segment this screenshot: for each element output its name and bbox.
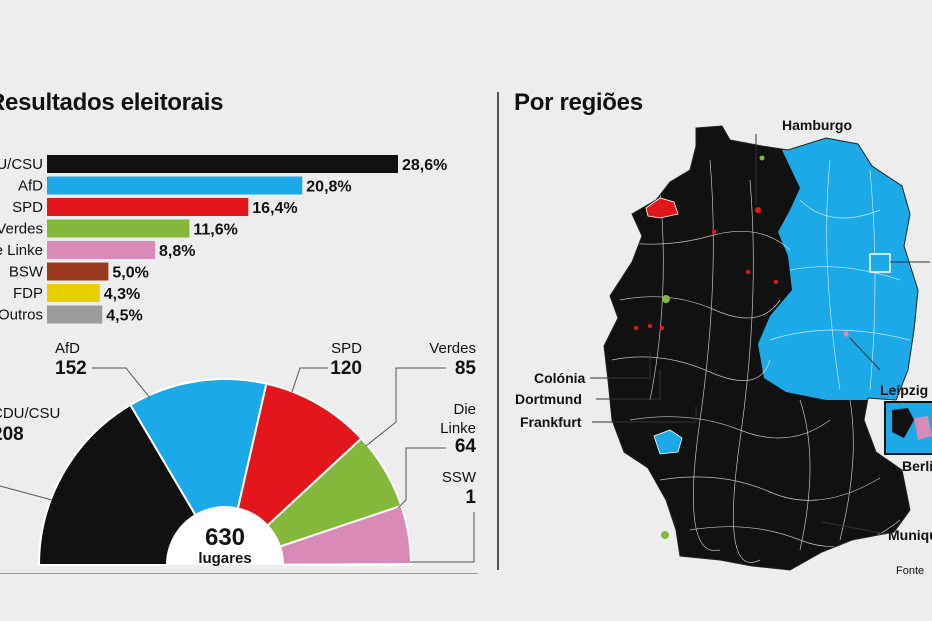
seat-party-label: SSW bbox=[442, 469, 477, 486]
bottom-rule bbox=[0, 573, 478, 574]
bar-category-label: Die Linke bbox=[0, 242, 43, 259]
total-seats-label: lugares bbox=[198, 550, 251, 567]
map-region-verdes-nrw bbox=[662, 295, 670, 303]
bar-category-label: CDU/CSU bbox=[0, 156, 43, 173]
map-region-verdes-south bbox=[661, 531, 669, 539]
bar-value-label: 8,8% bbox=[159, 243, 195, 260]
city-label-hamburg: Hamburgo bbox=[782, 117, 852, 133]
bar-category-label: BSW bbox=[9, 264, 44, 281]
bar-value-label: 28,6% bbox=[402, 157, 447, 174]
seat-count-label: 208 bbox=[0, 424, 24, 445]
city-label-berlim: Berlim bbox=[902, 458, 932, 474]
vote-share-bar-chart: CDU/CSU 28,6% AfD 20,8% SPD 16,4% Verdes 11,6% D… bbox=[0, 155, 447, 325]
map-region-afd-west bbox=[653, 429, 683, 455]
bar bbox=[47, 155, 398, 173]
berlin-inset-cdu bbox=[892, 408, 914, 438]
bar-category-label: FDP bbox=[13, 285, 43, 302]
city-label-frankfurt: Frankfurt bbox=[520, 414, 582, 430]
city-label-munique: Munique bbox=[888, 527, 932, 543]
bar-value-label: 4,3% bbox=[104, 286, 140, 303]
berlin-inset-linke bbox=[914, 416, 932, 440]
bar-value-label: 4,5% bbox=[106, 308, 142, 325]
regions-panel-title: Por regiões bbox=[514, 89, 643, 116]
seat-party-label: Die bbox=[453, 401, 476, 418]
seat-leader-line bbox=[365, 367, 446, 447]
seat-party-label: CDU/CSU bbox=[0, 405, 60, 422]
seat-party-label: SPD bbox=[331, 340, 362, 357]
germany-results-map: Hamburgo Colónia Dortmund Frankfurt Leip… bbox=[515, 117, 932, 577]
bar-category-label: AfD bbox=[18, 178, 43, 195]
city-label-colonia: Colónia bbox=[534, 370, 586, 386]
bar-value-label: 20,8% bbox=[306, 179, 351, 196]
map-region-spd-north bbox=[645, 197, 679, 219]
city-label-dortmund: Dortmund bbox=[515, 391, 582, 407]
seat-leader-line bbox=[397, 447, 446, 509]
bar-category-label: Outros bbox=[0, 307, 43, 324]
bar bbox=[47, 262, 109, 281]
map-region-spd-hamburg bbox=[755, 207, 761, 213]
seat-party-label: Linke bbox=[440, 420, 476, 437]
seat-party-label: AfD bbox=[55, 340, 80, 357]
bar bbox=[47, 305, 103, 324]
seat-count-label: 1 bbox=[465, 487, 476, 508]
map-leader-lines bbox=[590, 134, 930, 535]
bar bbox=[47, 241, 155, 259]
total-seats-value: 630 bbox=[205, 524, 245, 551]
city-label-leipzig: Leipzig bbox=[880, 382, 928, 398]
seat-leader-line bbox=[0, 485, 53, 501]
map-region-spd-bremen bbox=[711, 229, 717, 235]
panel-divider bbox=[497, 92, 499, 570]
results-charts: CDU/CSU 28,6% AfD 20,8% SPD 16,4% Verdes 11,6% D… bbox=[0, 155, 477, 567]
map-region-spd-wolfsburg bbox=[773, 279, 779, 285]
bar-category-label: Verdes bbox=[0, 221, 43, 238]
map-region-spd-ruhr-2 bbox=[647, 323, 653, 329]
seat-count-label: 120 bbox=[330, 358, 362, 379]
seat-leader-line bbox=[410, 512, 475, 563]
seat-chart-hub bbox=[167, 507, 283, 565]
seat-leader-line bbox=[92, 367, 151, 399]
bar-value-label: 16,4% bbox=[252, 200, 297, 217]
map-region-spd-ruhr-1 bbox=[633, 325, 639, 331]
results-panel-title: Resultados eleitorais bbox=[0, 89, 224, 116]
seat-count-label: 152 bbox=[55, 358, 87, 379]
seat-leader-line bbox=[291, 367, 328, 393]
map-berlin-marker bbox=[869, 253, 891, 273]
bar bbox=[47, 176, 303, 195]
seat-segment bbox=[281, 563, 413, 566]
seat-count-label: 64 bbox=[455, 436, 477, 457]
map-region-verdes-north bbox=[759, 155, 765, 161]
map-regions bbox=[604, 126, 918, 570]
map-region-linke-leipzig bbox=[843, 331, 849, 337]
bar-value-label: 11,6% bbox=[193, 222, 237, 239]
bar-value-label: 5,0% bbox=[112, 265, 148, 282]
seat-count-label: 85 bbox=[455, 358, 477, 379]
map-source-label: Fonte bbox=[896, 565, 924, 577]
bar bbox=[47, 198, 249, 216]
map-region-spd-hanover bbox=[745, 269, 751, 275]
seat-party-label: Verdes bbox=[429, 340, 476, 357]
map-region-spd-ruhr-3 bbox=[659, 325, 665, 331]
bar-category-label: SPD bbox=[12, 199, 43, 216]
map-labels: Hamburgo Colónia Dortmund Frankfurt Leip… bbox=[515, 117, 932, 577]
map-outline bbox=[603, 125, 919, 571]
map-region-east-afd bbox=[758, 138, 918, 400]
bar bbox=[47, 219, 190, 238]
bar bbox=[47, 284, 100, 302]
